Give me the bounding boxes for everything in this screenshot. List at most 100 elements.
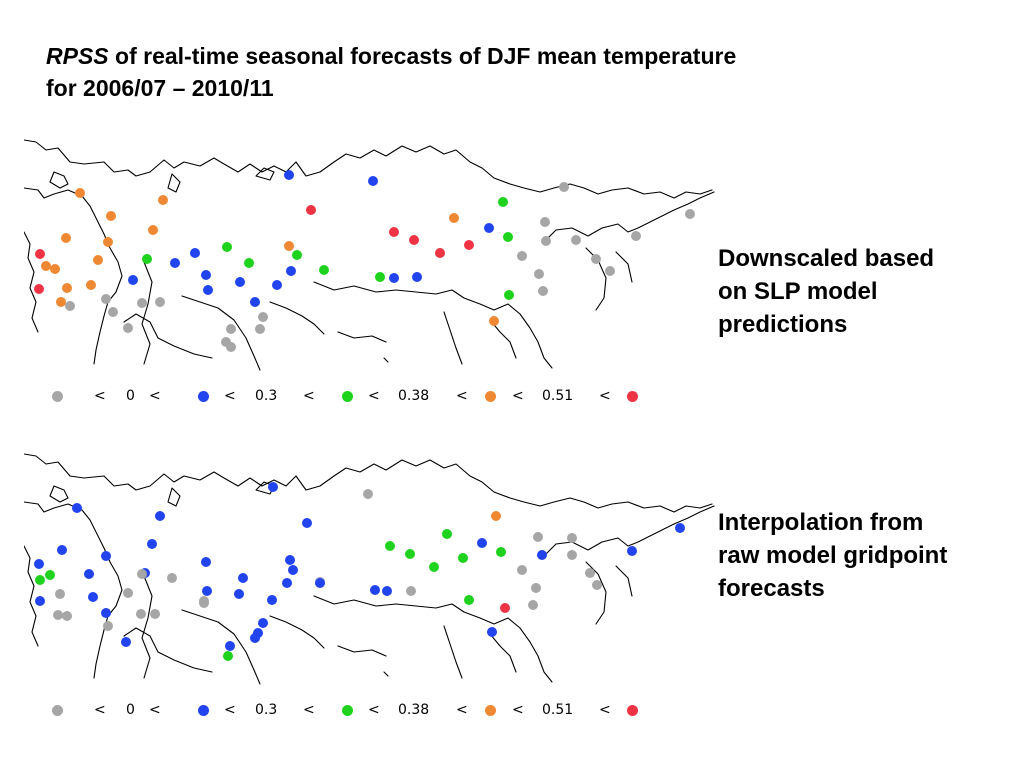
station-marker (491, 511, 501, 521)
station-marker (285, 555, 295, 565)
station-marker (142, 254, 152, 264)
station-marker (226, 342, 236, 352)
station-marker (375, 272, 385, 282)
station-marker (685, 209, 695, 219)
station-marker (35, 575, 45, 585)
station-marker (250, 297, 260, 307)
station-marker (34, 559, 44, 569)
legend-label: 0 (126, 702, 135, 718)
legend-interpolation: <0 < <0.3 < <0.38 < <0.51 < (52, 700, 672, 720)
station-marker (267, 595, 277, 605)
station-marker (286, 266, 296, 276)
station-marker (101, 551, 111, 561)
station-marker (86, 280, 96, 290)
legend-swatch (627, 705, 638, 716)
station-marker (389, 227, 399, 237)
legend-swatch (342, 705, 353, 716)
station-marker (61, 233, 71, 243)
station-marker (235, 277, 245, 287)
station-marker (389, 273, 399, 283)
station-marker (75, 188, 85, 198)
label-line: forecasts (718, 575, 825, 602)
station-marker (319, 265, 329, 275)
title-rest: of real-time seasonal forecasts of DJF m… (108, 43, 737, 69)
station-marker (101, 608, 111, 618)
legend-downscaled: <0 < <0.3 < <0.38 < <0.51 < (52, 386, 672, 406)
station-marker (284, 241, 294, 251)
station-marker (517, 565, 527, 575)
station-marker (62, 611, 72, 621)
station-marker (585, 568, 595, 578)
station-marker (592, 580, 602, 590)
station-marker (464, 240, 474, 250)
station-marker (675, 523, 685, 533)
station-marker (238, 573, 248, 583)
legend-label: 0.3 (255, 388, 278, 404)
station-marker (368, 176, 378, 186)
station-marker (272, 280, 282, 290)
station-marker (435, 248, 445, 258)
station-marker (103, 237, 113, 247)
station-marker (412, 272, 422, 282)
station-marker (190, 248, 200, 258)
station-marker (591, 254, 601, 264)
legend-swatch (485, 391, 496, 402)
legend-label: 0 (126, 388, 135, 404)
station-marker (370, 585, 380, 595)
legend-label: 0.38 (398, 702, 430, 718)
station-marker (250, 633, 260, 643)
station-marker (284, 170, 294, 180)
station-marker (123, 588, 133, 598)
station-marker (268, 482, 278, 492)
map-panel-interpolation (24, 446, 724, 686)
station-marker (605, 266, 615, 276)
legend-label: 0.51 (542, 388, 574, 404)
legend-label: 0.51 (542, 702, 574, 718)
station-marker (45, 570, 55, 580)
station-marker (500, 603, 510, 613)
station-marker (363, 489, 373, 499)
station-marker (35, 249, 45, 259)
coastlines (24, 453, 715, 685)
legend-label: < (368, 702, 380, 718)
station-marker (88, 592, 98, 602)
station-marker (203, 285, 213, 295)
station-marker (108, 307, 118, 317)
station-marker (531, 583, 541, 593)
legend-swatch (342, 391, 353, 402)
station-marker (540, 217, 550, 227)
title-italic: RPSS (46, 43, 109, 69)
label-line: on SLP model (718, 278, 878, 305)
coastline-map (24, 139, 715, 371)
station-marker (123, 323, 133, 333)
legend-label: < (303, 388, 315, 404)
panel-label-interpolation: Interpolation from raw model gridpoint f… (718, 506, 1008, 605)
station-marker (405, 549, 415, 559)
station-marker (498, 197, 508, 207)
legend-label: < (456, 388, 468, 404)
station-marker (101, 294, 111, 304)
station-marker (288, 565, 298, 575)
station-marker (631, 231, 641, 241)
station-marker (201, 557, 211, 567)
station-marker (567, 533, 577, 543)
station-marker (201, 270, 211, 280)
station-marker (292, 250, 302, 260)
label-line: predictions (718, 311, 848, 338)
station-marker (147, 539, 157, 549)
legend-label: < (512, 702, 524, 718)
station-marker (62, 283, 72, 293)
legend-label: < (149, 388, 161, 404)
station-marker (409, 235, 419, 245)
station-marker (234, 589, 244, 599)
station-marker (464, 595, 474, 605)
legend-label: < (94, 702, 106, 718)
station-markers (34, 482, 685, 661)
station-marker (255, 324, 265, 334)
station-marker (121, 637, 131, 647)
station-marker (487, 627, 497, 637)
legend-label: 0.3 (255, 702, 278, 718)
slide-title: RPSS of real-time seasonal forecasts of … (46, 40, 946, 104)
legend-swatch (485, 705, 496, 716)
legend-label: < (149, 702, 161, 718)
